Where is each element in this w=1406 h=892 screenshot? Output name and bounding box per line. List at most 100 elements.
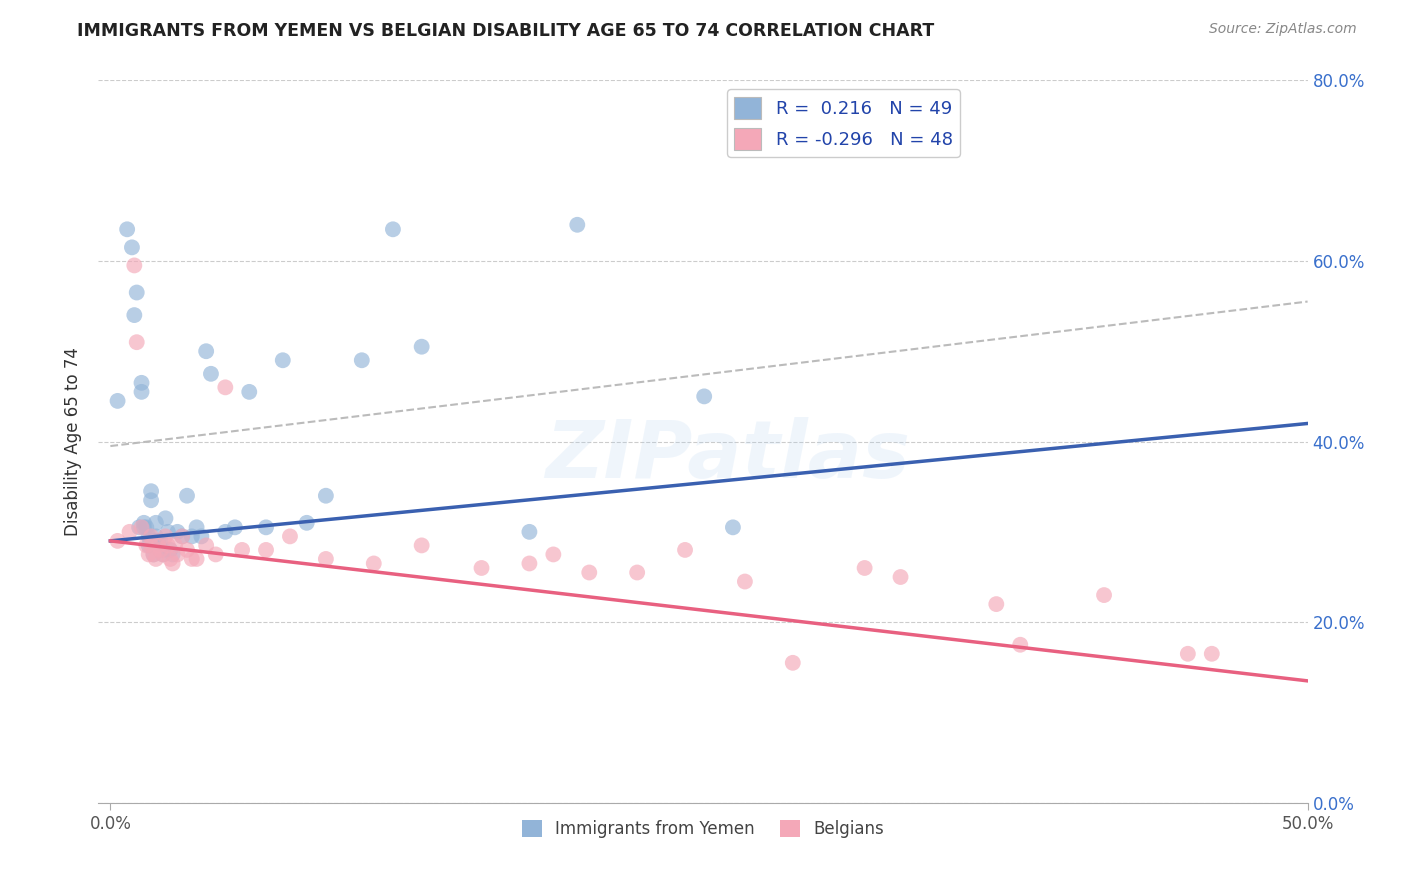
Point [163,538,186,552]
Point [195,538,218,552]
Point [121,240,143,254]
Point [381,222,404,236]
Point [155,529,177,543]
Point [152,542,174,557]
Point [1010,638,1032,652]
Point [149,542,172,557]
Point [278,529,301,543]
Point [132,516,155,530]
Point [626,566,648,580]
Point [1177,647,1199,661]
Point [204,548,226,562]
Point [107,393,129,408]
Point [180,552,202,566]
Point [295,516,318,530]
Point [721,520,744,534]
Point [214,524,236,539]
Point [149,533,172,548]
Point [152,548,174,562]
Point [118,524,141,539]
Point [152,548,174,562]
Point [519,557,541,571]
Point [200,367,222,381]
Point [132,520,155,534]
Point [166,524,188,539]
Point [159,552,181,566]
Point [107,533,129,548]
Point [315,552,337,566]
Point [195,344,218,359]
Point [271,353,294,368]
Point [889,570,911,584]
Y-axis label: Disability Age 65 to 74: Disability Age 65 to 74 [65,347,83,536]
Point [172,529,194,543]
Point [411,538,433,552]
Point [567,218,589,232]
Point [125,335,148,350]
Point [1201,647,1223,661]
Legend: Immigrants from Yemen, Belgians: Immigrants from Yemen, Belgians [516,814,890,845]
Point [156,538,179,552]
Point [315,489,337,503]
Point [231,542,253,557]
Point [125,285,148,300]
Point [124,308,146,322]
Point [578,566,600,580]
Point [254,542,277,557]
Point [135,538,157,552]
Point [363,557,385,571]
Point [190,529,212,543]
Point [145,529,167,543]
Point [693,389,716,403]
Point [673,542,696,557]
Point [162,557,184,571]
Point [131,384,153,399]
Point [128,520,150,534]
Point [142,533,165,548]
Point [159,542,181,557]
Point [139,493,162,508]
Point [172,529,194,543]
Point [254,520,277,534]
Point [1092,588,1115,602]
Point [145,516,167,530]
Point [543,548,565,562]
Point [166,548,188,562]
Point [162,548,184,562]
Point [238,384,260,399]
Text: ZIPatlas: ZIPatlas [544,417,910,495]
Point [186,552,208,566]
Point [782,656,804,670]
Point [734,574,756,589]
Point [519,524,541,539]
Point [139,484,162,499]
Point [986,597,1008,611]
Point [155,511,177,525]
Point [224,520,246,534]
Point [148,538,170,552]
Point [139,538,162,552]
Text: IMMIGRANTS FROM YEMEN VS BELGIAN DISABILITY AGE 65 TO 74 CORRELATION CHART: IMMIGRANTS FROM YEMEN VS BELGIAN DISABIL… [77,22,935,40]
Point [214,380,236,394]
Point [350,353,373,368]
Point [411,340,433,354]
Point [148,533,170,548]
Point [138,548,160,562]
Point [139,529,162,543]
Point [853,561,876,575]
Point [180,529,202,543]
Point [186,520,208,534]
Point [138,538,160,552]
Point [131,520,153,534]
Point [470,561,492,575]
Point [145,552,167,566]
Point [124,259,146,273]
Point [138,529,160,543]
Point [142,548,165,562]
Point [156,524,179,539]
Point [115,222,138,236]
Point [135,520,157,534]
Point [176,542,198,557]
Point [176,489,198,503]
Text: Source: ZipAtlas.com: Source: ZipAtlas.com [1209,22,1357,37]
